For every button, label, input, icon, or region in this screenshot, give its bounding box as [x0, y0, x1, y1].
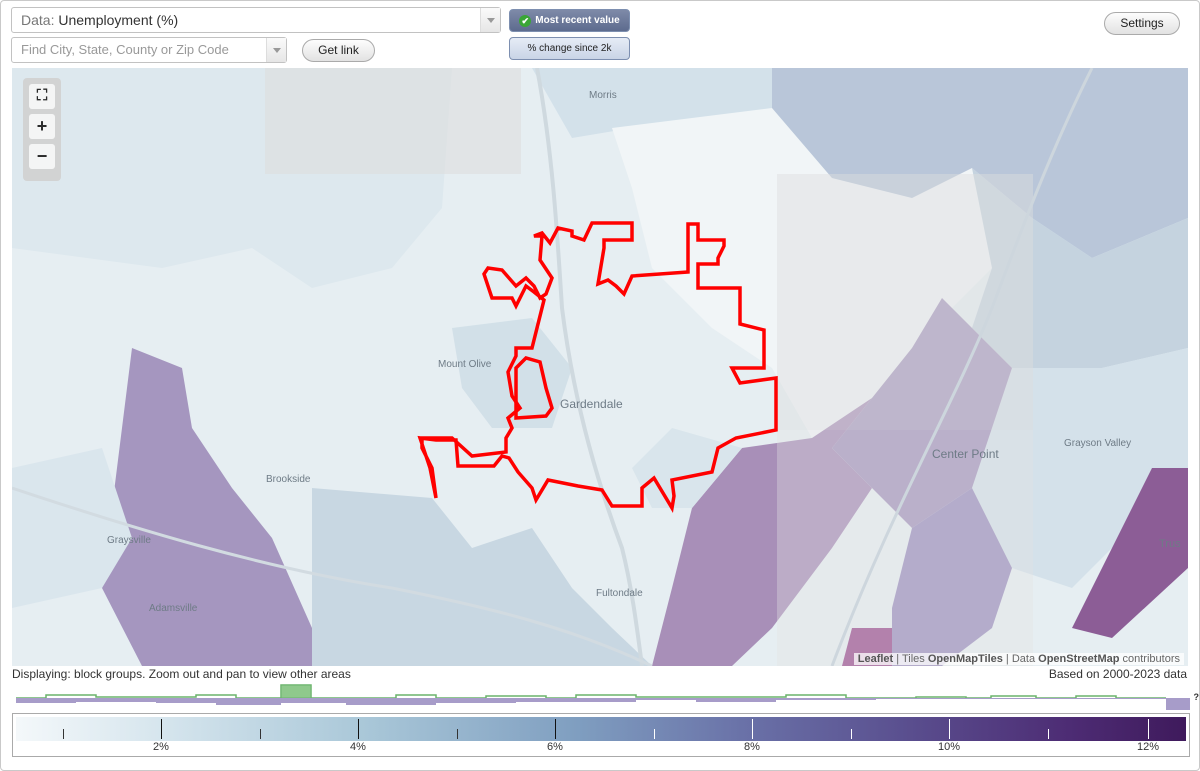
check-icon: ✔ [519, 15, 532, 27]
dataset-value: Unemployment (%) [58, 12, 179, 28]
zoom-control: ⛶ + − [23, 78, 61, 181]
legend-major-tick [949, 719, 950, 739]
dataset-select[interactable]: Data: Unemployment (%) [11, 7, 501, 33]
openmaptiles-link[interactable]: OpenMapTiles [927, 653, 1003, 665]
data-range-text: Based on 2000-2023 data [1048, 667, 1187, 681]
legend-major-tick [161, 719, 162, 739]
place-label: Graysville [107, 535, 151, 546]
zoom-out-button[interactable]: − [29, 144, 55, 169]
place-label: Brookside [266, 474, 311, 485]
location-search-input[interactable]: Find City, State, County or Zip Code [11, 37, 287, 63]
percent-change-label: % change since 2k [527, 43, 612, 54]
percent-change-toggle[interactable]: % change since 2k [509, 37, 630, 60]
place-label: Trus [1159, 538, 1181, 550]
dataset-dropdown-toggle[interactable] [480, 8, 500, 32]
color-ramp [16, 717, 1186, 741]
place-label: Grayson Valley [1064, 438, 1132, 449]
legend-minor-tick [1048, 729, 1049, 739]
data-prefix: Data [1011, 653, 1036, 665]
get-link-button[interactable]: Get link [302, 39, 375, 62]
legend-major-tick [1148, 719, 1149, 739]
tiles-prefix: Tiles [901, 653, 925, 665]
legend-minor-tick [654, 729, 655, 739]
place-label: Morris [589, 90, 617, 101]
unknown-values-marker: ? [1193, 692, 1200, 702]
settings-button[interactable]: Settings [1104, 12, 1180, 35]
openstreetmap-link[interactable]: OpenStreetMap [1038, 653, 1120, 665]
distribution-histogram [16, 684, 1190, 710]
map-canvas[interactable] [12, 68, 1188, 666]
legend-minor-tick [63, 729, 64, 739]
legend-tick-label: 2% [153, 741, 169, 753]
legend-tick-label: 12% [1136, 741, 1160, 753]
zoom-in-button[interactable]: + [29, 114, 55, 139]
place-label: Fultondale [596, 588, 643, 599]
search-dropdown-toggle[interactable] [266, 38, 286, 62]
search-placeholder: Find City, State, County or Zip Code [21, 42, 229, 57]
dataset-label: Data: [21, 12, 55, 28]
legend-tick-label: 8% [744, 741, 760, 753]
place-label: Mount Olive [438, 359, 492, 370]
legend-minor-tick [851, 729, 852, 739]
contributors-text: contributors [1122, 653, 1180, 665]
place-label: Gardendale [560, 397, 623, 411]
legend-major-tick [555, 719, 556, 739]
legend-tick-label: 6% [547, 741, 563, 753]
fit-bounds-icon[interactable]: ⛶ [29, 84, 55, 109]
status-text: Displaying: block groups. Zoom out and p… [12, 667, 351, 681]
most-recent-value-toggle[interactable]: ✔ Most recent value [509, 9, 630, 32]
map-view[interactable]: ⛶ + − Morris Mount Olive Gardendale Broo… [12, 68, 1188, 666]
legend-minor-tick [457, 729, 458, 739]
most-recent-value-label: Most recent value [535, 15, 620, 26]
legend-major-tick [358, 719, 359, 739]
legend-tick-label: 10% [937, 741, 961, 753]
chevron-down-icon [273, 48, 281, 53]
legend-tick-label: 4% [350, 741, 366, 753]
legend-major-tick [752, 719, 753, 739]
leaflet-link[interactable]: Leaflet [857, 653, 894, 665]
place-label: Adamsville [149, 603, 198, 614]
place-label: Center Point [932, 447, 999, 461]
chevron-down-icon [487, 18, 495, 23]
color-legend: 2% 4% 6% 8% 10% 12% [12, 713, 1190, 757]
legend-minor-tick [260, 729, 261, 739]
map-attribution: Leaflet | Tiles OpenMapTiles | Data Open… [853, 653, 1184, 665]
